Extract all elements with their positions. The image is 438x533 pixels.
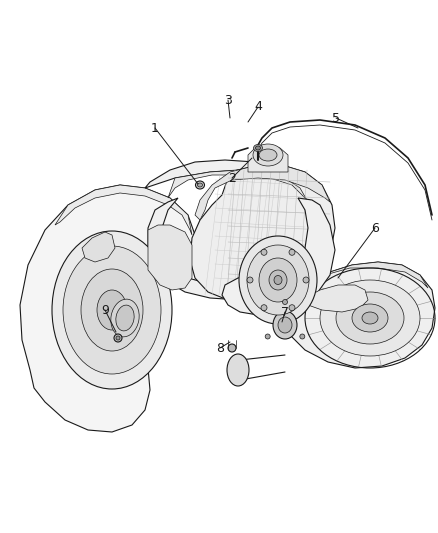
Ellipse shape — [269, 270, 287, 290]
Ellipse shape — [114, 334, 122, 342]
Ellipse shape — [261, 249, 267, 255]
Ellipse shape — [259, 149, 277, 161]
Ellipse shape — [116, 336, 120, 340]
Text: 9: 9 — [101, 303, 109, 317]
Ellipse shape — [81, 269, 143, 351]
Ellipse shape — [228, 344, 236, 352]
Polygon shape — [55, 185, 192, 235]
Ellipse shape — [255, 146, 261, 150]
Ellipse shape — [253, 144, 283, 166]
Ellipse shape — [273, 311, 297, 339]
Ellipse shape — [52, 231, 172, 389]
Ellipse shape — [259, 258, 297, 302]
Polygon shape — [82, 232, 115, 262]
Polygon shape — [20, 185, 195, 432]
Ellipse shape — [97, 290, 127, 330]
Ellipse shape — [362, 312, 378, 324]
Polygon shape — [190, 165, 335, 302]
Ellipse shape — [336, 292, 404, 344]
Ellipse shape — [254, 144, 262, 151]
Ellipse shape — [63, 246, 161, 374]
Polygon shape — [222, 198, 335, 315]
Text: 5: 5 — [332, 111, 340, 125]
Text: 6: 6 — [371, 222, 379, 235]
Ellipse shape — [247, 277, 253, 283]
Text: 3: 3 — [224, 93, 232, 107]
Polygon shape — [168, 170, 308, 202]
Ellipse shape — [352, 304, 388, 332]
Polygon shape — [195, 165, 330, 220]
Ellipse shape — [274, 276, 282, 285]
Ellipse shape — [116, 305, 134, 331]
Text: 4: 4 — [254, 101, 262, 114]
Text: 8: 8 — [216, 342, 224, 354]
Ellipse shape — [198, 183, 202, 187]
Ellipse shape — [239, 236, 317, 324]
Ellipse shape — [195, 181, 205, 189]
Polygon shape — [248, 145, 288, 172]
Polygon shape — [148, 225, 192, 290]
Text: 7: 7 — [281, 305, 289, 319]
Ellipse shape — [278, 317, 292, 333]
Polygon shape — [305, 285, 368, 312]
Ellipse shape — [247, 245, 309, 315]
Text: 1: 1 — [151, 122, 159, 134]
Ellipse shape — [111, 299, 139, 337]
Polygon shape — [283, 262, 435, 368]
Ellipse shape — [283, 300, 287, 304]
Text: 2: 2 — [228, 172, 236, 184]
Ellipse shape — [261, 305, 267, 311]
Polygon shape — [145, 160, 320, 300]
Ellipse shape — [303, 277, 309, 283]
Ellipse shape — [265, 334, 270, 339]
Ellipse shape — [227, 354, 249, 386]
Ellipse shape — [320, 280, 420, 356]
Ellipse shape — [300, 334, 305, 339]
Ellipse shape — [289, 249, 295, 255]
Ellipse shape — [289, 305, 295, 311]
Polygon shape — [295, 262, 428, 300]
